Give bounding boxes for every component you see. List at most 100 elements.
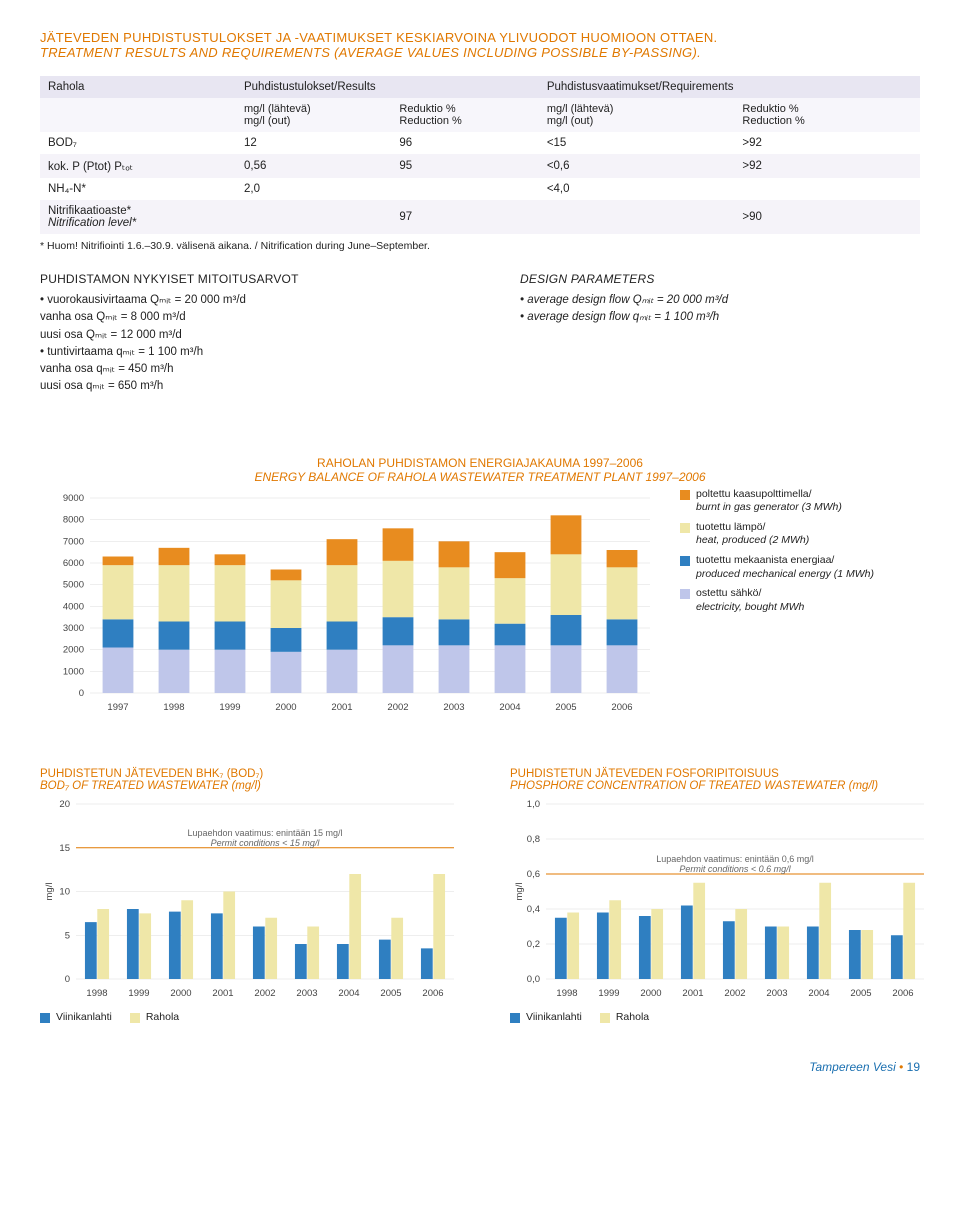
param-line: uusi osa qₘᵢₜ = 650 m³/h — [40, 378, 440, 395]
svg-text:2006: 2006 — [892, 988, 913, 999]
energy-chart: RAHOLAN PUHDISTAMON ENERGIAJAKAUMA 1997–… — [40, 456, 920, 718]
svg-text:7000: 7000 — [63, 536, 84, 547]
params-right: DESIGN PARAMETERS • average design flow … — [520, 272, 920, 396]
results-table: Rahola Puhdistustulokset/Results Puhdist… — [40, 76, 920, 234]
table-cell: 95 — [391, 154, 538, 178]
bod-svg: 0 5 10 15 20 mg/l Lupaehdon vaatimus: enintään… — [40, 794, 460, 1004]
params-left: PUHDISTAMON NYKYISET MITOITUSARVOT • vuo… — [40, 272, 440, 396]
title-en: TREATMENT RESULTS AND REQUIREMENTS (AVER… — [40, 45, 920, 60]
svg-text:2000: 2000 — [170, 988, 191, 999]
svg-text:10: 10 — [59, 886, 70, 897]
svg-text:5: 5 — [65, 930, 70, 941]
legend-item: Rahola — [600, 1011, 649, 1025]
svg-text:3000: 3000 — [63, 623, 84, 634]
svg-text:2003: 2003 — [296, 988, 317, 999]
bod-title-en: BOD₇ OF TREATED WASTEWATER (mg/l) — [40, 780, 460, 792]
small-charts: PUHDISTETUN JÄTEVEDEN BHK₇ (BOD₇) BOD₇ O… — [40, 768, 920, 1031]
footer-page: 19 — [907, 1060, 920, 1074]
svg-text:20: 20 — [59, 799, 70, 810]
svg-text:0,2: 0,2 — [527, 939, 540, 950]
params-block: PUHDISTAMON NYKYISET MITOITUSARVOT • vuo… — [40, 272, 920, 396]
table-cell: <15 — [539, 132, 735, 154]
svg-text:5000: 5000 — [63, 579, 84, 590]
svg-text:0: 0 — [65, 974, 70, 985]
th-c1: mg/l (lähtevä) mg/l (out) — [236, 98, 391, 132]
svg-text:mg/l: mg/l — [44, 882, 55, 900]
param-line: • average design flow qₘᵢₜ = 1 100 m³/h — [520, 309, 920, 326]
table-cell — [391, 178, 538, 200]
svg-text:1998: 1998 — [86, 988, 107, 999]
energy-svg: 0100020003000400050006000700080009000199… — [40, 488, 660, 718]
table-cell: >92 — [734, 154, 920, 178]
energy-title-en: ENERGY BALANCE OF RAHOLA WASTEWATER TREA… — [40, 470, 920, 484]
param-line: • tuntivirtaama qₘᵢₜ = 1 100 m³/h — [40, 344, 440, 361]
svg-text:1,0: 1,0 — [527, 799, 540, 810]
table-cell: >90 — [734, 200, 920, 234]
table-cell: <4,0 — [539, 178, 735, 200]
svg-text:0,0: 0,0 — [527, 974, 540, 985]
svg-text:2001: 2001 — [212, 988, 233, 999]
svg-text:1997: 1997 — [107, 702, 128, 713]
svg-text:2005: 2005 — [555, 702, 576, 713]
th-reqs: Puhdistusvaatimukset/Requirements — [539, 76, 920, 98]
footer-brand: Tampereen Vesi — [809, 1060, 896, 1074]
energy-title-fi: RAHOLAN PUHDISTAMON ENERGIAJAKAUMA 1997–… — [317, 456, 643, 470]
svg-text:Permit conditions < 0.6 mg/l: Permit conditions < 0.6 mg/l — [679, 864, 791, 874]
page-footer: Tampereen Vesi • 19 — [40, 1060, 920, 1074]
left-heading: PUHDISTAMON NYKYISET MITOITUSARVOT — [40, 272, 440, 286]
table-cell: <0,6 — [539, 154, 735, 178]
svg-text:1999: 1999 — [128, 988, 149, 999]
svg-text:4000: 4000 — [63, 601, 84, 612]
svg-text:2000: 2000 — [640, 988, 661, 999]
svg-text:2004: 2004 — [338, 988, 359, 999]
th-results: Puhdistustulokset/Results — [236, 76, 539, 98]
table-cell — [236, 200, 391, 234]
svg-text:8000: 8000 — [63, 514, 84, 525]
phos-title-en: PHOSPHORE CONCENTRATION OF TREATED WASTE… — [510, 780, 930, 792]
svg-text:9000: 9000 — [63, 493, 84, 504]
svg-text:Permit conditions < 15 mg/l: Permit conditions < 15 mg/l — [211, 837, 321, 847]
legend-item: poltettu kaasupolttimella/burnt in gas g… — [680, 488, 874, 515]
svg-text:2002: 2002 — [387, 702, 408, 713]
th-c2: Reduktio % Reduction % — [391, 98, 538, 132]
phos-title-fi: PUHDISTETUN JÄTEVEDEN FOSFORIPITOISUUS — [510, 768, 779, 780]
svg-text:0,6: 0,6 — [527, 869, 540, 880]
table-cell: 12 — [236, 132, 391, 154]
param-line: • vuorokausivirtaama Qₘᵢₜ = 20 000 m³/d — [40, 292, 440, 309]
right-heading: DESIGN PARAMETERS — [520, 272, 920, 286]
th-c3: mg/l (lähtevä) mg/l (out) — [539, 98, 735, 132]
param-line: vanha osa Qₘᵢₜ = 8 000 m³/d — [40, 309, 440, 326]
table-cell: 0,56 — [236, 154, 391, 178]
legend-item: ostettu sähkö/electricity, bought MWh — [680, 587, 874, 614]
energy-legend: poltettu kaasupolttimella/burnt in gas g… — [680, 488, 874, 621]
legend-item: Viinikanlahti — [40, 1011, 112, 1025]
svg-text:0,8: 0,8 — [527, 834, 540, 845]
svg-text:1998: 1998 — [163, 702, 184, 713]
svg-text:0: 0 — [79, 688, 84, 699]
svg-text:1999: 1999 — [219, 702, 240, 713]
svg-text:2000: 2000 — [63, 644, 84, 655]
phos-svg: 0,00,20,40,60,81,0mg/lLupaehdon vaatimus… — [510, 794, 930, 1004]
svg-text:2002: 2002 — [254, 988, 275, 999]
legend-item: tuotettu mekaanista energiaa/produced me… — [680, 554, 874, 581]
table-cell — [734, 178, 920, 200]
svg-text:1000: 1000 — [63, 666, 84, 677]
phos-chart: PUHDISTETUN JÄTEVEDEN FOSFORIPITOISUUS P… — [510, 768, 930, 1031]
legend-item: Rahola — [130, 1011, 179, 1025]
svg-text:Lupaehdon vaatimus: enintään 1: Lupaehdon vaatimus: enintään 15 mg/l — [187, 827, 342, 837]
th-site: Rahola — [40, 76, 236, 98]
table-cell: NH₄-N* — [40, 178, 236, 200]
svg-text:2004: 2004 — [808, 988, 829, 999]
svg-text:2000: 2000 — [275, 702, 296, 713]
title-fi: JÄTEVEDEN PUHDISTUSTULOKSET JA -VAATIMUK… — [40, 30, 920, 45]
svg-text:2004: 2004 — [499, 702, 520, 713]
table-cell — [539, 200, 735, 234]
svg-text:15: 15 — [59, 842, 70, 853]
svg-text:1999: 1999 — [598, 988, 619, 999]
table-cell: Nitrifikaatioaste*Nitrification level* — [40, 200, 236, 234]
svg-text:2006: 2006 — [422, 988, 443, 999]
svg-text:2006: 2006 — [611, 702, 632, 713]
svg-text:Lupaehdon vaatimus: enintään 0: Lupaehdon vaatimus: enintään 0,6 mg/l — [656, 854, 814, 864]
svg-text:2003: 2003 — [766, 988, 787, 999]
table-cell: >92 — [734, 132, 920, 154]
